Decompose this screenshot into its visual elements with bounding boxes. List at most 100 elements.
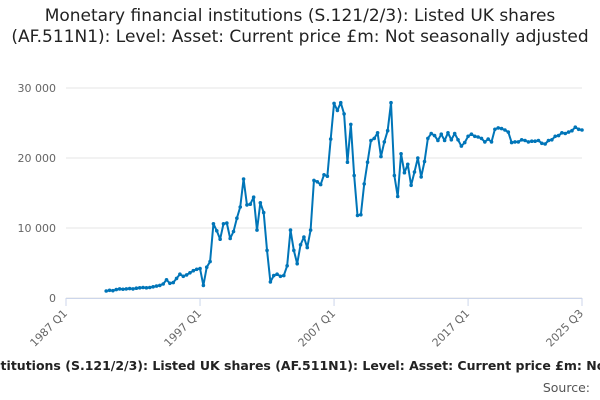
data-point: [462, 140, 467, 145]
data-point: [533, 139, 537, 143]
data-point: [137, 286, 142, 290]
data-point: [560, 131, 564, 135]
x-tick-label: 2025 Q3: [544, 307, 587, 350]
data-point: [412, 170, 417, 174]
data-point: [134, 286, 139, 291]
data-point: [456, 138, 460, 142]
data-point: [362, 182, 367, 186]
data-point: [141, 285, 145, 290]
data-point: [469, 132, 474, 136]
data-point: [496, 126, 501, 130]
data-point: [114, 287, 119, 292]
data-point: [432, 133, 437, 138]
data-point: [338, 100, 343, 105]
data-point: [208, 259, 212, 264]
data-point: [281, 273, 286, 278]
data-point: [305, 245, 310, 250]
data-point: [147, 285, 152, 290]
data-point: [499, 126, 504, 131]
data-point: [399, 152, 403, 156]
data-point: [161, 282, 165, 286]
data-point: [546, 138, 551, 143]
data-point: [271, 273, 276, 278]
data-point: [285, 264, 289, 268]
data-point: [539, 141, 544, 146]
data-point: [328, 137, 333, 141]
data-point: [127, 286, 132, 291]
data-point: [523, 138, 527, 143]
data-point: [188, 271, 192, 275]
data-point: [409, 183, 413, 188]
data-point: [218, 237, 222, 241]
axes: 0 10 000 20 000 30 000 1987 Q1 1997 Q1 2007 Q1…: [18, 82, 587, 349]
data-point: [214, 229, 219, 233]
data-point: [322, 173, 326, 177]
data-point: [198, 266, 202, 271]
data-point: [476, 135, 480, 139]
data-point: [392, 173, 397, 178]
data-point: [174, 276, 179, 281]
data-point: [107, 288, 112, 293]
data-point: [261, 210, 266, 215]
data-point: [556, 133, 561, 138]
data-point: [402, 170, 407, 175]
data-point: [405, 162, 410, 167]
data-point: [345, 160, 350, 164]
points-layer: [104, 100, 584, 293]
data-point: [509, 140, 514, 145]
data-point: [483, 140, 487, 144]
data-point: [201, 283, 206, 288]
data-point: [325, 174, 330, 178]
data-point: [503, 128, 507, 132]
data-point: [278, 274, 283, 279]
data-point: [302, 235, 306, 239]
data-point: [446, 131, 450, 135]
data-point: [382, 140, 387, 144]
data-point: [372, 136, 377, 141]
data-point: [553, 134, 557, 139]
data-point: [529, 139, 534, 143]
series-line: [105, 101, 583, 292]
data-point: [375, 131, 380, 135]
data-point: [251, 195, 256, 199]
data-point: [426, 136, 430, 141]
data-point: [265, 248, 269, 253]
data-point: [355, 213, 360, 218]
data-point: [171, 280, 176, 285]
data-point: [117, 287, 122, 291]
data-point: [489, 140, 494, 144]
data-point: [570, 128, 574, 133]
data-point: [526, 140, 531, 144]
data-point: [104, 289, 109, 293]
caption-strip: Monetary financial institutions (S.121/2…: [0, 358, 600, 373]
data-point: [288, 228, 293, 232]
data-point: [365, 160, 370, 164]
x-tick-label: 1987 Q1: [28, 307, 71, 350]
data-point: [131, 287, 135, 291]
data-point: [385, 128, 390, 133]
data-point: [395, 194, 400, 199]
data-point: [184, 273, 189, 277]
data-point: [191, 268, 196, 273]
data-point: [573, 125, 578, 129]
data-point: [318, 182, 323, 187]
data-point: [543, 142, 547, 146]
data-point: [439, 132, 444, 136]
data-point: [442, 138, 447, 143]
data-point: [332, 101, 336, 106]
data-point: [486, 137, 490, 141]
data-point: [422, 159, 427, 164]
data-point: [275, 272, 279, 277]
data-point: [513, 140, 517, 144]
data-point: [245, 203, 249, 207]
source-label: Source:: [542, 380, 590, 395]
data-point: [164, 278, 169, 282]
data-point: [248, 202, 253, 206]
data-point: [204, 265, 209, 270]
data-point: [308, 228, 313, 232]
data-point: [452, 131, 457, 136]
data-point: [268, 280, 273, 284]
data-point: [235, 216, 239, 220]
y-tick-label: 0: [49, 292, 56, 305]
data-point: [221, 222, 226, 226]
